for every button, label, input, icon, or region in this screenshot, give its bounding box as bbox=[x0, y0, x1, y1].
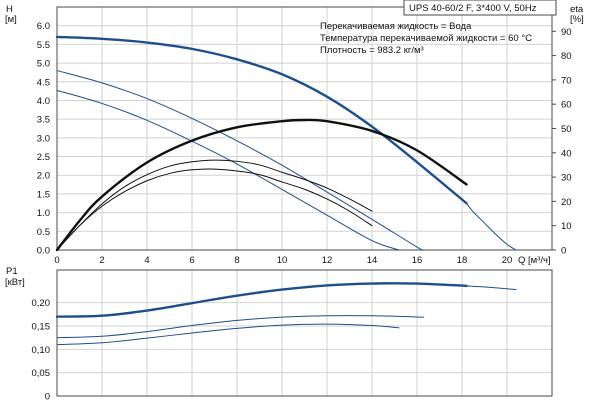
x-tick-label: 16 bbox=[412, 255, 423, 266]
power-curve-1 bbox=[466, 285, 517, 291]
y2-tick-label: 20 bbox=[561, 197, 572, 208]
y2-tick-label: 0 bbox=[561, 246, 566, 257]
y-tick-label: 3.5 bbox=[37, 115, 50, 126]
efficiency-curve-4 bbox=[55, 118, 468, 252]
y-tick-label: 4.0 bbox=[37, 96, 50, 107]
top-x-tick-labels: 0 2 4 6 8 10 12 14 16 18 20 bbox=[54, 255, 512, 266]
y-tick-label: 1.0 bbox=[37, 208, 50, 219]
power-curve-0 bbox=[55, 282, 468, 318]
x-tick-label: 18 bbox=[457, 255, 468, 266]
title-box bbox=[403, 0, 557, 16]
bottom-panel-frame bbox=[56, 269, 553, 397]
y-tick-label: 6.0 bbox=[37, 21, 50, 32]
x-tick-label: 4 bbox=[144, 255, 149, 266]
efficiency-curve-6 bbox=[56, 168, 373, 251]
head-curve-2 bbox=[56, 70, 425, 251]
head-curve-1 bbox=[466, 202, 517, 251]
x-tick-label: 14 bbox=[367, 255, 378, 266]
power-curve-2 bbox=[56, 315, 425, 339]
y-tick-label: 5.5 bbox=[37, 40, 50, 51]
info-line-fluid: Перекачиваемая жидкость = Вода bbox=[320, 21, 472, 32]
x-tick-label: 20 bbox=[502, 255, 513, 266]
y-tick-label: 0.5 bbox=[37, 227, 50, 238]
y-axis-label-h: H bbox=[6, 4, 13, 15]
y2-tick-label: 60 bbox=[561, 100, 572, 111]
y2-tick-label: 90 bbox=[561, 27, 572, 38]
y-tick-label: 0.0 bbox=[37, 246, 50, 257]
top-curves bbox=[55, 35, 517, 252]
info-line-temperature: Температура перекачиваемой жидкости = 60… bbox=[320, 33, 532, 44]
chart-title: UPS 40-60/2 F, 3*400 V, 50Hz bbox=[409, 3, 537, 14]
y2-tick-label: 10 bbox=[561, 221, 572, 232]
y-tick-label: 4.5 bbox=[37, 77, 50, 88]
y-tick-label: 2.0 bbox=[37, 171, 50, 182]
y2-tick-label: 80 bbox=[561, 51, 572, 62]
x-axis-label: Q [м³/ч] bbox=[518, 255, 551, 266]
bottom-curves bbox=[55, 282, 517, 346]
y2-tick-label: 50 bbox=[561, 124, 572, 135]
y-axis-label-p1: P1 bbox=[6, 266, 18, 277]
y-axis-label-p1-unit: [кВт] bbox=[5, 277, 25, 288]
y2-tick-label: 70 bbox=[561, 75, 572, 86]
y2-axis-label-eta: eta bbox=[570, 4, 584, 15]
x-tick-label: 8 bbox=[234, 255, 239, 266]
y-tick-label: 5.0 bbox=[37, 59, 50, 70]
y2-tick-label: 40 bbox=[561, 148, 572, 159]
y2-axis-label-eta-unit: [%] bbox=[570, 14, 584, 25]
y2-tick-label: 30 bbox=[561, 173, 572, 184]
x-tick-label: 10 bbox=[277, 255, 288, 266]
y-axis-label-h-unit: [м] bbox=[5, 14, 17, 25]
efficiency-curve-5 bbox=[56, 159, 373, 251]
top-y2-tick-labels: 0 10 20 30 40 50 60 70 80 90 bbox=[552, 27, 572, 257]
y-tick-label: 1.5 bbox=[37, 189, 50, 200]
head-curve-3 bbox=[56, 89, 400, 251]
y-tick-label: 2.5 bbox=[37, 152, 50, 163]
x-tick-label: 0 bbox=[54, 255, 59, 266]
p1-tick-label: 0 bbox=[45, 392, 50, 400]
p1-tick-label: 0,10 bbox=[32, 345, 51, 356]
p1-tick-label: 0,20 bbox=[32, 298, 51, 309]
p1-tick-label: 0,15 bbox=[32, 322, 51, 333]
x-tick-label: 2 bbox=[99, 255, 104, 266]
power-curve-3 bbox=[56, 323, 400, 346]
y-tick-label: 3.0 bbox=[37, 133, 50, 144]
x-tick-label: 6 bbox=[189, 255, 194, 266]
top-y-tick-labels: 0.0 0.5 1.0 1.5 2.0 2.5 3.0 3.5 4.0 4.5 5.0 5.5 6.0 bbox=[37, 21, 50, 256]
x-tick-label: 12 bbox=[322, 255, 333, 266]
info-line-density: Плотность = 983.2 кг/м³ bbox=[320, 45, 424, 56]
p1-tick-label: 0,05 bbox=[32, 368, 51, 379]
head-curve-0 bbox=[55, 35, 468, 205]
bottom-y-tick-labels: 0 0,05 0,10 0,15 0,20 bbox=[32, 298, 51, 400]
